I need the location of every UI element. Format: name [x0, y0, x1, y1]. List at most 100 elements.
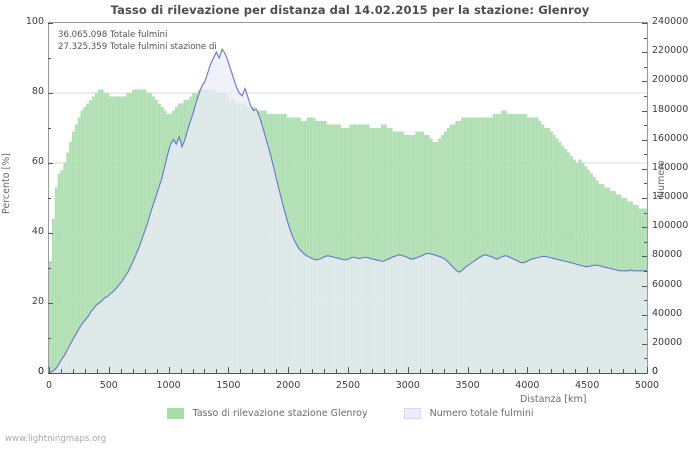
axis-tick-mark — [288, 367, 290, 373]
legend-item-detection-rate: Tasso di rilevazione stazione Glenroy — [166, 408, 368, 419]
axis-tick-mark — [72, 369, 74, 373]
axis-tick-mark — [156, 369, 158, 373]
axis-tick-mark — [467, 367, 469, 373]
chart-title: Tasso di rilevazione per distanza dal 14… — [110, 3, 590, 17]
legend-label-total-strokes: Numero totale fulmini — [429, 408, 534, 419]
axis-tick-label: 240000 — [652, 16, 689, 27]
axis-tick-mark — [84, 369, 86, 373]
axis-tick-mark — [48, 93, 53, 94]
axis-tick-mark — [479, 369, 481, 373]
axis-tick-label: 20 — [31, 296, 44, 307]
axis-tick-label: 100 — [25, 16, 44, 27]
axis-tick-mark — [644, 37, 647, 39]
footer-url: www.lightningmaps.org — [5, 434, 107, 444]
axis-tick-mark — [611, 369, 613, 373]
axis-tick-mark — [635, 369, 637, 373]
axis-tick-label: 1000 — [156, 380, 181, 391]
axis-tick-mark — [407, 367, 409, 373]
axis-tick-mark — [276, 369, 278, 373]
axis-tick-mark — [527, 367, 529, 373]
axis-tick-mark — [419, 369, 421, 373]
axis-tick-mark — [642, 23, 647, 24]
axis-tick-mark — [644, 183, 647, 185]
legend-swatch-total-strokes — [403, 408, 421, 419]
axis-tick-label: 0 — [37, 366, 44, 377]
axis-tick-label: 200000 — [652, 74, 689, 86]
axis-tick-mark — [644, 125, 647, 127]
axis-tick-label: 5000 — [634, 380, 660, 391]
axis-tick-label: 40 — [31, 226, 44, 237]
axis-tick-mark — [587, 367, 589, 373]
axis-tick-mark — [96, 369, 98, 373]
axis-tick-label: 40000 — [652, 307, 683, 319]
axis-tick-mark — [515, 369, 517, 373]
axis-tick-mark — [348, 367, 349, 373]
axis-tick-label: 60000 — [652, 278, 683, 290]
axis-tick-mark — [300, 369, 302, 373]
y-axis-left-label: Percento [%] — [1, 152, 13, 215]
axis-tick-mark — [264, 369, 266, 373]
plot-svg — [49, 23, 647, 373]
axis-tick-mark — [642, 343, 647, 345]
axis-tick-mark — [228, 367, 230, 373]
y-axis-right-label: Numero — [656, 160, 667, 198]
axis-tick-mark — [642, 81, 647, 83]
x-axis-label: Distanza [km] — [520, 394, 587, 405]
axis-tick-mark — [599, 369, 601, 373]
axis-tick-mark — [563, 369, 565, 373]
axis-tick-label: 140000 — [652, 161, 689, 173]
axis-tick-mark — [491, 369, 493, 373]
legend-label-detection-rate: Tasso di rilevazione stazione Glenroy — [192, 408, 368, 419]
axis-tick-label: 0 — [45, 380, 53, 391]
axis-tick-mark — [644, 154, 647, 156]
axis-tick-mark — [120, 369, 122, 373]
axis-tick-label: 4500 — [575, 380, 600, 391]
axis-tick-mark — [431, 369, 433, 373]
axis-tick-mark — [443, 369, 445, 373]
axis-tick-mark — [192, 369, 194, 373]
axis-tick-mark — [204, 369, 206, 373]
axis-tick-label: 20000 — [652, 336, 683, 348]
axis-tick-mark — [644, 95, 647, 97]
axis-tick-label: 0 — [652, 366, 659, 377]
axis-tick-mark — [144, 369, 146, 373]
annotation-totals: 36.065.098 Totale fulmini 27.325.359 Tot… — [58, 29, 217, 54]
axis-tick-mark — [642, 373, 647, 374]
axis-tick-mark — [48, 128, 51, 129]
axis-tick-mark — [539, 369, 541, 373]
axis-tick-mark — [642, 139, 647, 141]
legend-item-total-strokes: Numero totale fulmini — [403, 408, 534, 419]
axis-tick-mark — [132, 369, 134, 373]
plot-area — [48, 22, 648, 374]
axis-tick-label: 2500 — [335, 380, 361, 391]
axis-tick-label: 180000 — [652, 103, 689, 115]
axis-tick-mark — [642, 110, 647, 112]
axis-tick-mark — [252, 369, 254, 373]
axis-tick-mark — [49, 367, 50, 373]
axis-tick-mark — [642, 314, 647, 316]
axis-tick-label: 3500 — [455, 380, 480, 391]
axis-tick-mark — [60, 369, 62, 373]
axis-tick-label: 3000 — [395, 380, 420, 391]
annotation-line-total: 36.065.098 Totale fulmini — [58, 30, 168, 40]
axis-tick-mark — [647, 367, 648, 373]
chart-legend: Tasso di rilevazione stazione Glenroy Nu… — [0, 408, 700, 419]
axis-tick-mark — [644, 358, 647, 360]
axis-tick-mark — [48, 373, 53, 374]
axis-tick-mark — [48, 268, 51, 269]
axis-tick-mark — [168, 367, 170, 373]
axis-tick-label: 1500 — [216, 380, 241, 391]
legend-swatch-detection-rate — [166, 408, 184, 419]
axis-tick-mark — [48, 198, 51, 199]
axis-tick-label: 80000 — [652, 249, 683, 261]
annotation-line-station: 27.325.359 Totale fulmini stazione di — [58, 42, 217, 53]
axis-tick-label: 60 — [31, 156, 44, 167]
axis-tick-mark — [644, 329, 647, 331]
axis-tick-mark — [644, 241, 647, 243]
axis-tick-label: 80 — [31, 86, 44, 97]
axis-tick-mark — [180, 369, 182, 373]
axis-tick-mark — [48, 58, 51, 59]
axis-tick-label: 220000 — [652, 45, 689, 57]
axis-tick-mark — [644, 270, 647, 272]
axis-tick-mark — [48, 233, 53, 234]
